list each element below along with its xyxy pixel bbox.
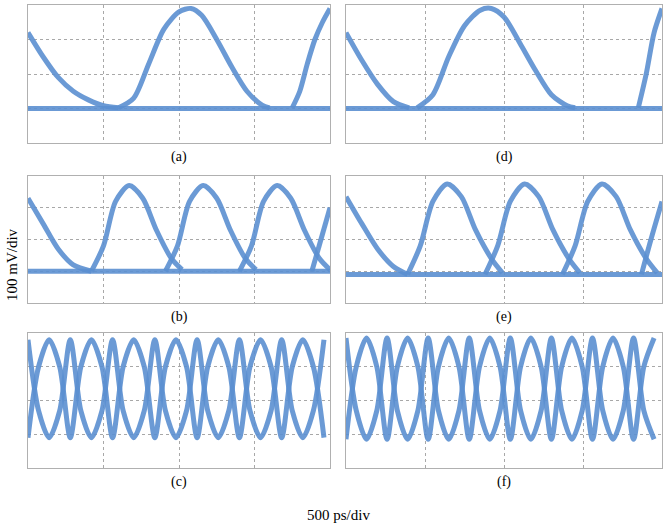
svg-text:(f): (f) — [497, 474, 511, 490]
svg-text:(d): (d) — [496, 149, 513, 165]
svg-text:(a): (a) — [171, 149, 187, 165]
svg-text:100 mV/div: 100 mV/div — [4, 228, 20, 301]
svg-text:500 ps/div: 500 ps/div — [307, 507, 370, 523]
svg-text:(b): (b) — [171, 309, 188, 325]
svg-text:(c): (c) — [171, 474, 187, 490]
svg-text:(e): (e) — [496, 309, 512, 325]
